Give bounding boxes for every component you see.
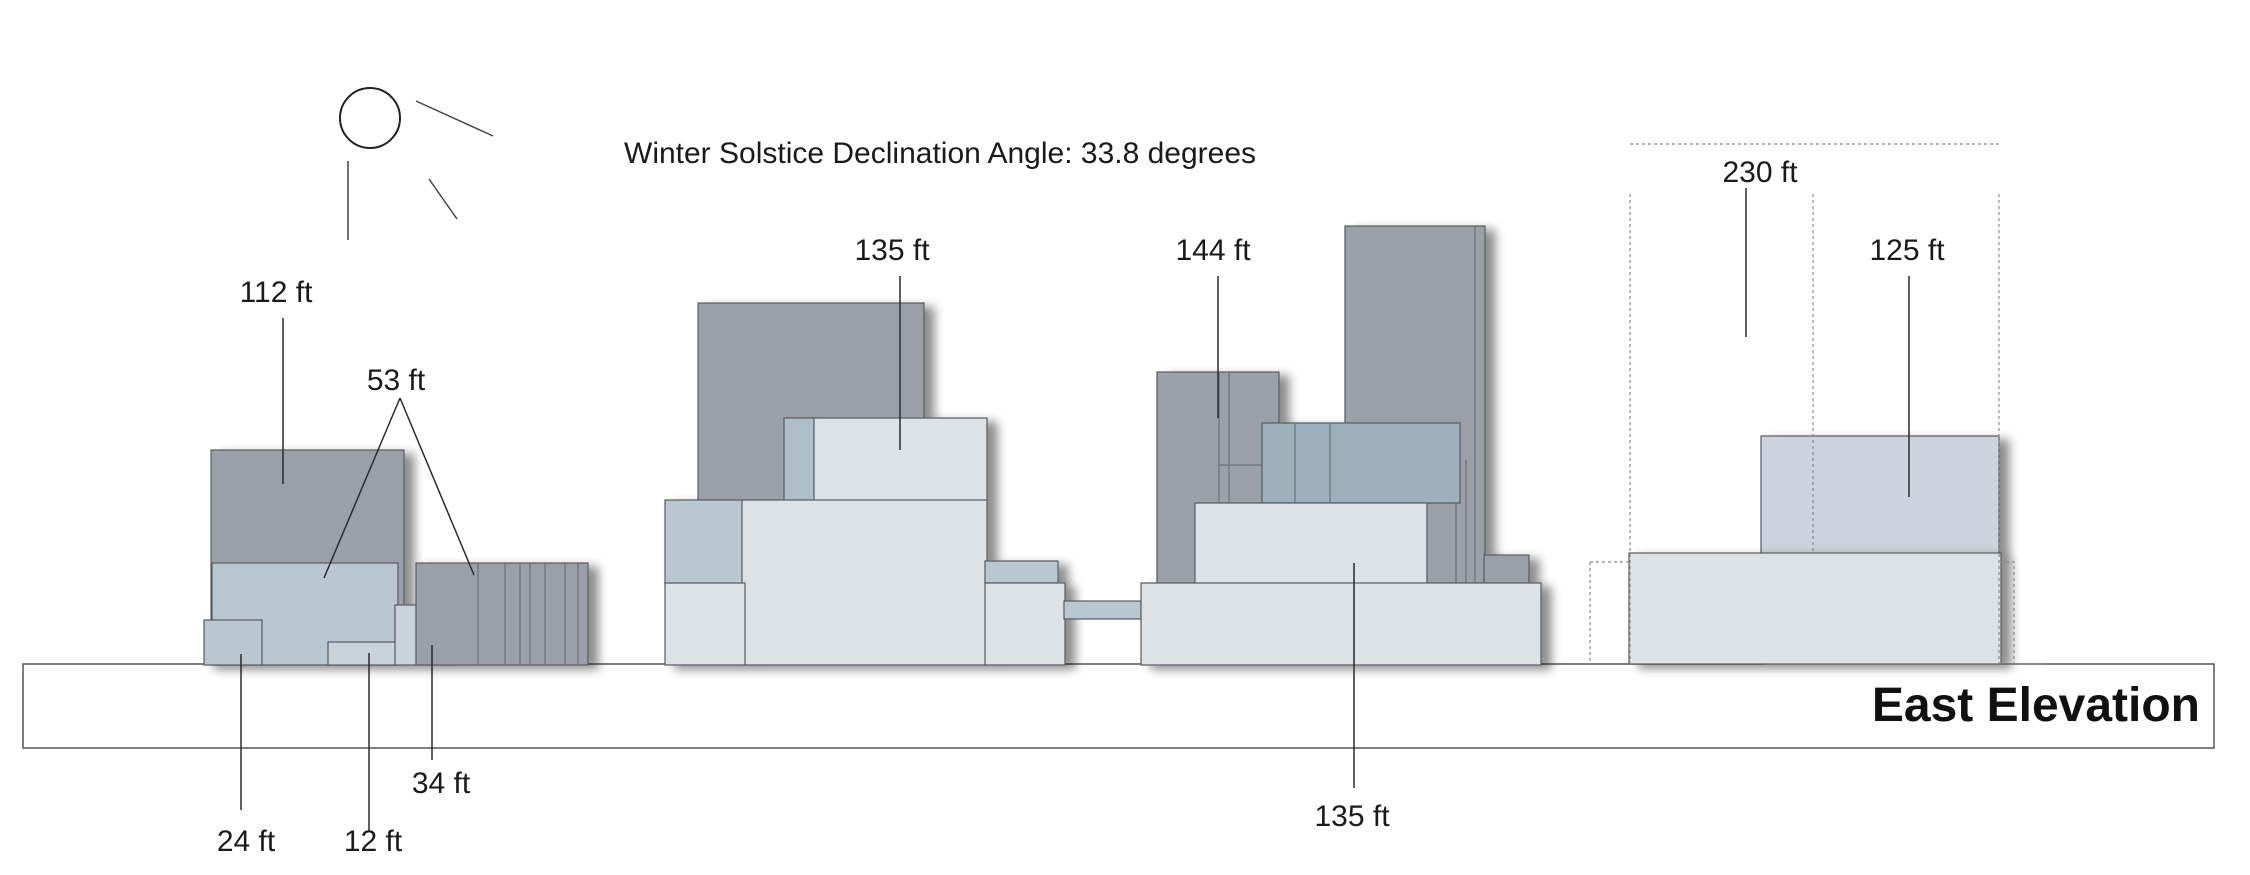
left-low-block <box>664 582 746 666</box>
label-144ft: 144 ft <box>1175 234 1251 418</box>
dashed-massing-outline <box>1589 143 2015 664</box>
mid-block <box>741 499 988 666</box>
svg-text:53 ft: 53 ft <box>367 364 426 397</box>
svg-text:230 ft: 230 ft <box>1722 156 1798 189</box>
svg-text:125 ft: 125 ft <box>1869 234 1945 267</box>
label-24ft: 24 ft <box>217 654 276 858</box>
blue-band <box>1261 422 1461 504</box>
small-blue-block <box>783 417 820 505</box>
building-group-2 <box>664 302 1066 666</box>
striped-block <box>415 562 589 666</box>
block-12ft <box>327 641 397 666</box>
svg-text:34 ft: 34 ft <box>412 767 471 800</box>
label-230ft: 230 ft <box>1722 156 1798 337</box>
building-group-4 <box>1589 143 2043 665</box>
building-group-1 <box>203 449 589 666</box>
base-block-135ft <box>1140 582 1542 666</box>
blue-step <box>984 560 1059 584</box>
svg-text:144 ft: 144 ft <box>1175 234 1251 267</box>
right-low-block <box>984 582 1066 666</box>
ground-band <box>22 663 2215 749</box>
label-112ft: 112 ft <box>240 276 313 484</box>
small-cap <box>1483 554 1530 588</box>
sun-icon <box>339 87 494 240</box>
skybridge <box>1063 600 1142 620</box>
elevation-title: East Elevation <box>1872 679 2200 732</box>
svg-text:135 ft: 135 ft <box>854 234 930 267</box>
label-135ft-bottom: 135 ft <box>1314 563 1390 833</box>
label-53ft: 53 ft <box>323 364 475 579</box>
svg-text:12 ft: 12 ft <box>344 825 403 858</box>
base-block-right <box>1628 552 2002 665</box>
upper-light-block <box>1194 502 1428 588</box>
block-125ft <box>1760 435 2000 555</box>
svg-text:24 ft: 24 ft <box>217 825 276 858</box>
building-group-3 <box>1140 225 1542 666</box>
label-12ft: 12 ft <box>344 653 403 858</box>
declination-angle-text: Winter Solstice Declination Angle: 33.8 … <box>624 137 1256 170</box>
svg-text:112 ft: 112 ft <box>240 276 313 309</box>
label-125ft: 125 ft <box>1869 234 1945 497</box>
block-24ft <box>203 619 263 666</box>
left-blue-block <box>664 499 746 586</box>
label-135ft-top: 135 ft <box>854 234 930 450</box>
svg-text:135 ft: 135 ft <box>1314 800 1390 833</box>
label-34ft: 34 ft <box>412 645 471 800</box>
